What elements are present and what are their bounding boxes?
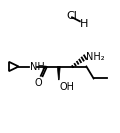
Polygon shape bbox=[57, 66, 60, 80]
Text: H: H bbox=[80, 19, 88, 29]
Text: NH₂: NH₂ bbox=[86, 52, 104, 62]
Text: OH: OH bbox=[60, 82, 75, 92]
Text: NH: NH bbox=[30, 61, 45, 72]
Text: O: O bbox=[35, 78, 42, 88]
Text: Cl: Cl bbox=[67, 11, 78, 21]
